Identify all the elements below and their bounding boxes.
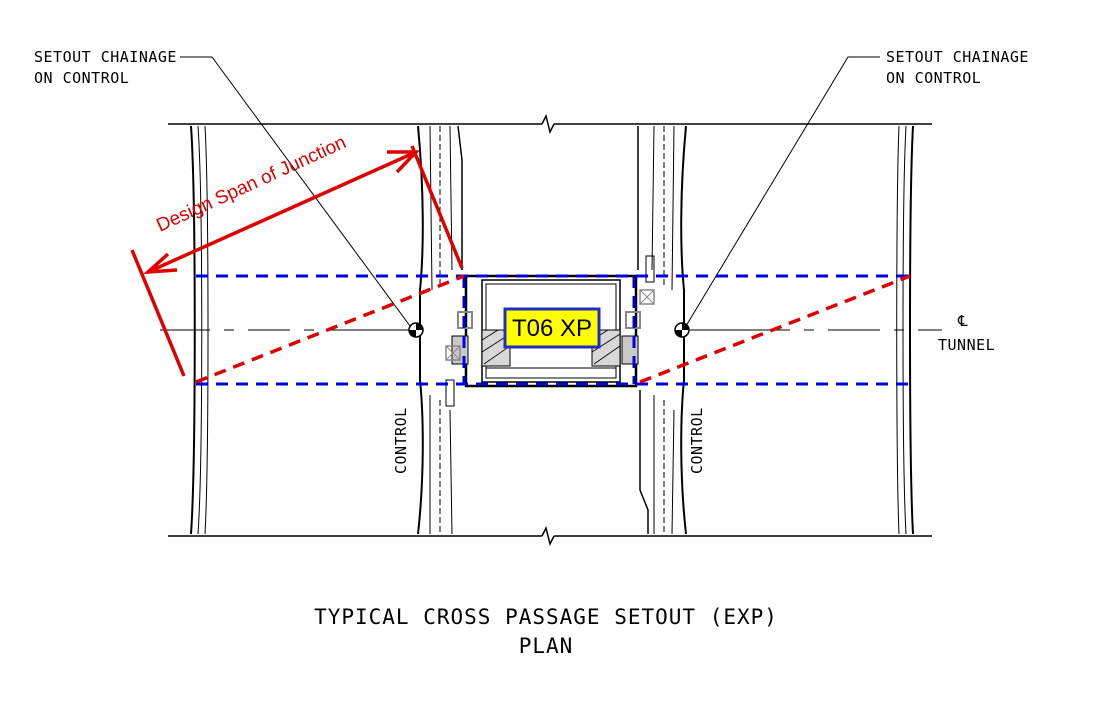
control-label-left: CONTROL xyxy=(392,407,410,474)
callout-right-line1: SETOUT CHAINAGE xyxy=(886,48,1029,66)
passage-tag: T06 XP xyxy=(503,307,601,349)
control-label-right: CONTROL xyxy=(688,407,706,474)
drawing-title: TYPICAL CROSS PASSAGE SETOUT (EXP) xyxy=(314,605,778,629)
control-point-left xyxy=(408,322,424,338)
passage-tag-box xyxy=(503,307,601,349)
centerline-label: TUNNEL xyxy=(938,336,995,354)
blue-markup-lines xyxy=(196,274,912,386)
tunnel-outline xyxy=(168,113,932,547)
design-span-annotation: Design Span of Junction xyxy=(153,132,349,237)
control-point-right xyxy=(674,322,690,338)
leader-lines xyxy=(180,56,880,327)
red-markup xyxy=(130,145,911,384)
cross-passage-structure xyxy=(445,255,655,407)
callout-right-line2: ON CONTROL xyxy=(886,69,981,87)
callout-left-line2: ON CONTROL xyxy=(34,69,129,87)
drawing-subtitle: PLAN xyxy=(519,634,574,658)
callout-left-line1: SETOUT CHAINAGE xyxy=(34,48,177,66)
left-inner-wall xyxy=(417,125,463,535)
passage-tag-label: T06 XP xyxy=(512,315,592,342)
centerline-symbol: ℄ xyxy=(957,312,968,330)
